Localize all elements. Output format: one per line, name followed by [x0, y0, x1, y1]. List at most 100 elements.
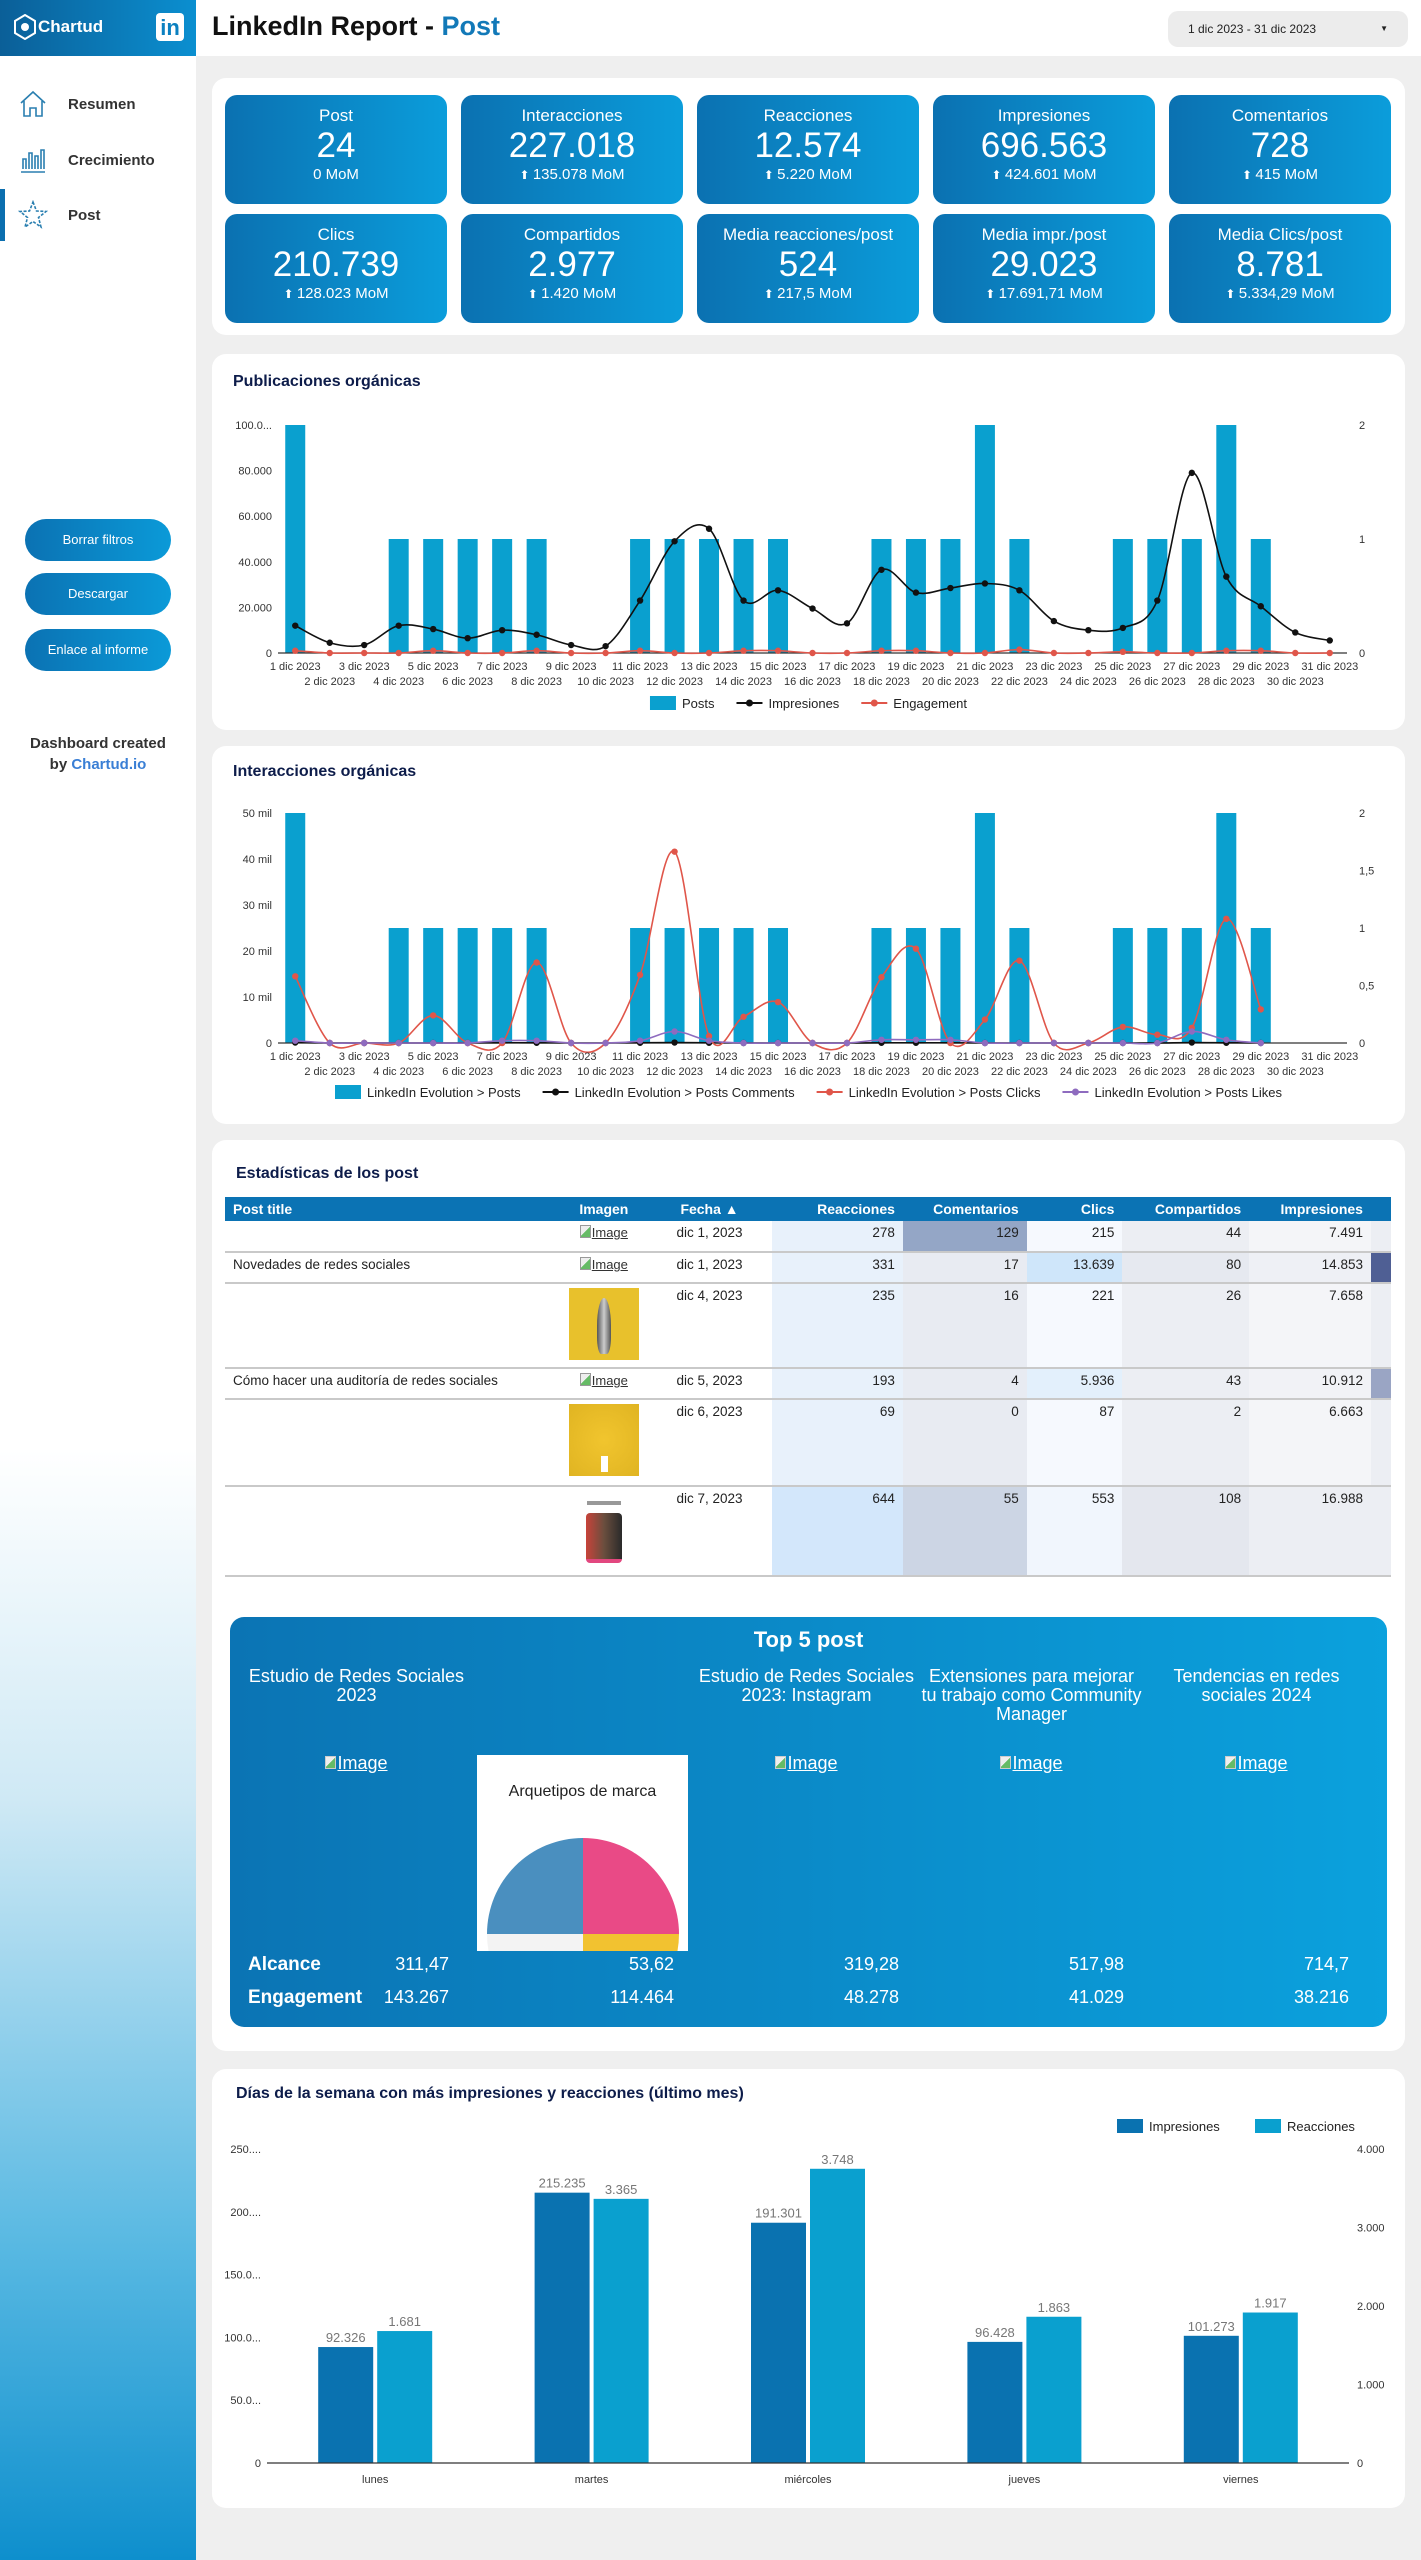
bar-posts[interactable]	[1147, 928, 1168, 1043]
data-point[interactable]	[947, 1036, 954, 1043]
data-point[interactable]	[1119, 624, 1127, 632]
table-row[interactable]: Cómo hacer una auditoría de redes social…	[225, 1368, 1391, 1400]
data-point[interactable]	[292, 622, 299, 629]
data-point[interactable]	[1223, 915, 1230, 922]
data-point[interactable]	[1326, 637, 1333, 644]
bar-reacciones[interactable]	[593, 2198, 649, 2463]
data-point[interactable]	[1085, 649, 1092, 657]
bar-posts[interactable]	[1112, 928, 1133, 1043]
bar-posts[interactable]	[492, 539, 513, 653]
clear-filters-button[interactable]: Borrar filtros	[25, 519, 171, 561]
data-point[interactable]	[705, 1037, 713, 1044]
data-point[interactable]	[326, 649, 333, 657]
data-point[interactable]	[602, 649, 609, 657]
bar-posts[interactable]	[664, 539, 685, 653]
data-point[interactable]	[981, 1039, 989, 1047]
data-point[interactable]	[1050, 1039, 1058, 1047]
bar-impresiones[interactable]	[1183, 2335, 1239, 2463]
data-point[interactable]	[1292, 649, 1299, 657]
legend-item[interactable]: LinkedIn Evolution > Posts	[335, 1085, 521, 1100]
column-header[interactable]: Post title	[225, 1197, 561, 1221]
data-point[interactable]	[1016, 646, 1023, 653]
column-header[interactable]: Imagen	[560, 1197, 647, 1221]
data-point[interactable]	[429, 1039, 437, 1047]
data-point[interactable]	[912, 647, 920, 654]
bar-posts[interactable]	[768, 928, 789, 1043]
data-point[interactable]	[1188, 649, 1196, 657]
data-point[interactable]	[533, 647, 540, 654]
chartud-link[interactable]: Chartud.io	[71, 756, 147, 773]
bar-posts[interactable]	[940, 539, 961, 653]
report-link-button[interactable]: Enlace al informe	[25, 629, 171, 671]
data-point[interactable]	[912, 1036, 920, 1043]
data-point[interactable]	[361, 641, 368, 649]
bar-posts[interactable]	[1216, 425, 1237, 653]
column-header[interactable]: Comentarios	[902, 1197, 1027, 1221]
data-point[interactable]	[1257, 1006, 1264, 1013]
bar-posts[interactable]	[457, 539, 478, 653]
top5-image[interactable]: Image	[1144, 1753, 1369, 1774]
bar-posts[interactable]	[974, 813, 995, 1043]
data-point[interactable]	[1085, 627, 1092, 634]
bar-posts[interactable]	[285, 813, 306, 1043]
data-point[interactable]	[429, 1012, 437, 1019]
legend-item[interactable]: Impresiones	[1117, 2119, 1220, 2134]
data-point[interactable]	[464, 634, 471, 642]
data-point[interactable]	[671, 649, 678, 657]
data-point[interactable]	[809, 1039, 816, 1047]
table-row[interactable]: Image dic 1, 2023 278 129 215 44 7.491	[225, 1221, 1391, 1253]
bar-reacciones[interactable]	[1026, 2316, 1082, 2463]
data-point[interactable]	[671, 848, 678, 855]
data-point[interactable]	[1188, 1039, 1196, 1046]
bar-posts[interactable]	[699, 539, 720, 653]
data-point[interactable]	[361, 1039, 368, 1047]
data-point[interactable]	[464, 649, 471, 657]
sidebar-item-post[interactable]: Post	[0, 189, 196, 241]
bar-posts[interactable]	[871, 539, 892, 653]
bar-posts[interactable]	[940, 928, 961, 1043]
data-point[interactable]	[1050, 649, 1058, 657]
data-point[interactable]	[947, 584, 954, 592]
top5-image[interactable]: Image	[244, 1753, 469, 1774]
data-point[interactable]	[326, 1039, 333, 1047]
data-point[interactable]	[1154, 597, 1161, 604]
data-point[interactable]	[878, 566, 885, 573]
data-point[interactable]	[533, 959, 540, 966]
data-point[interactable]	[567, 641, 575, 649]
bar-posts[interactable]	[285, 425, 306, 653]
data-point[interactable]	[1188, 469, 1196, 477]
bar-posts[interactable]	[423, 928, 444, 1043]
data-point[interactable]	[1223, 647, 1230, 654]
data-point[interactable]	[1223, 1036, 1230, 1043]
data-point[interactable]	[878, 974, 885, 981]
data-point[interactable]	[292, 647, 299, 654]
bar-posts[interactable]	[423, 539, 444, 653]
table-row[interactable]: Novedades de redes sociales Image dic 1, 2…	[225, 1252, 1391, 1284]
data-point[interactable]	[292, 1037, 299, 1044]
data-point[interactable]	[636, 597, 644, 604]
data-point[interactable]	[1119, 648, 1127, 656]
column-header[interactable]: Impresiones	[1249, 1197, 1371, 1221]
data-point[interactable]	[843, 649, 851, 657]
data-point[interactable]	[740, 597, 747, 604]
data-point[interactable]	[533, 631, 540, 638]
legend-item[interactable]: Posts	[649, 696, 715, 711]
bar-impresiones[interactable]	[534, 2192, 590, 2463]
column-header[interactable]: Fecha ▲	[646, 1197, 773, 1221]
data-point[interactable]	[740, 1039, 747, 1047]
data-point[interactable]	[395, 649, 402, 657]
data-point[interactable]	[774, 998, 782, 1006]
data-point[interactable]	[705, 525, 713, 532]
legend-item[interactable]: LinkedIn Evolution > Posts Likes	[1062, 1085, 1282, 1100]
top5-image[interactable]: Image	[694, 1753, 919, 1774]
data-point[interactable]	[878, 647, 885, 654]
data-point[interactable]	[292, 973, 299, 980]
data-point[interactable]	[602, 1039, 609, 1047]
data-point[interactable]	[636, 1037, 644, 1044]
data-point[interactable]	[1154, 1039, 1161, 1047]
data-point[interactable]	[1016, 957, 1023, 964]
bar-posts[interactable]	[526, 539, 547, 653]
download-button[interactable]: Descargar	[25, 573, 171, 615]
legend-item[interactable]: LinkedIn Evolution > Posts Clicks	[816, 1085, 1041, 1100]
data-point[interactable]	[498, 649, 506, 657]
